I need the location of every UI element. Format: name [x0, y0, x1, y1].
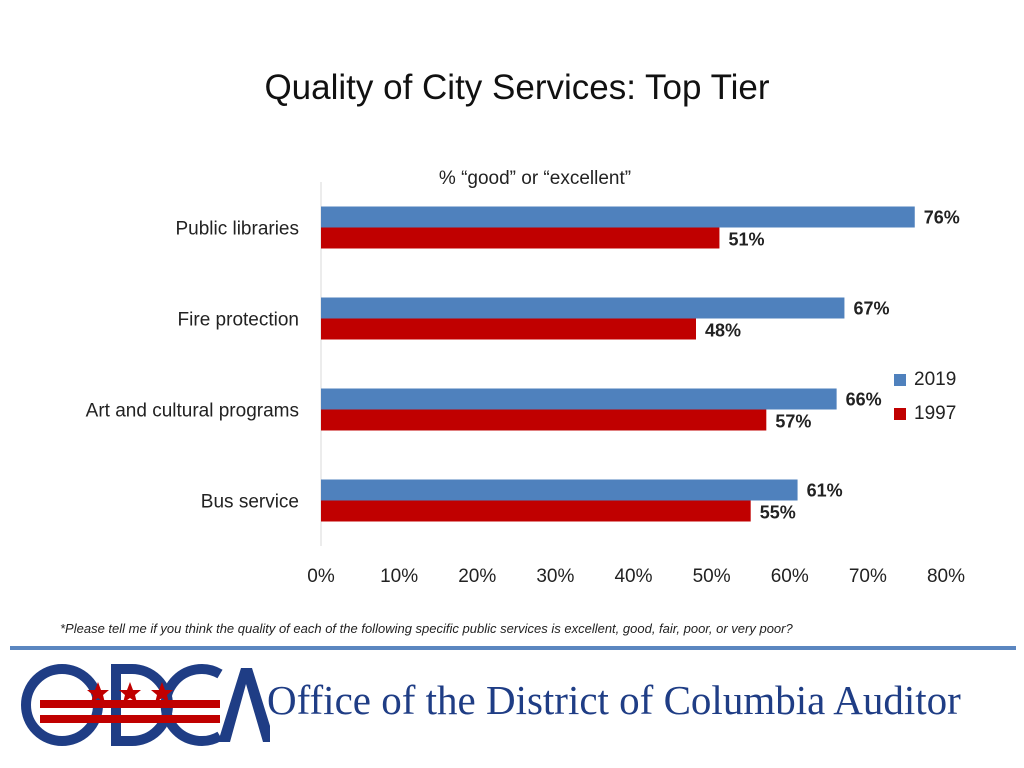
legend-item-2019: 2019: [894, 363, 956, 397]
x-tick-label: 80%: [927, 566, 965, 587]
x-tick-label: 70%: [849, 566, 887, 587]
odca-logo-mark: [21, 664, 275, 746]
bar-1997: [321, 500, 751, 522]
bar-1997: [321, 409, 767, 431]
org-name: Office of the District of Columbia Audit…: [267, 677, 961, 723]
bar-2019: [321, 479, 798, 501]
category-label: Fire protection: [178, 310, 299, 331]
x-tick-label: 50%: [693, 566, 731, 587]
legend-label-2019: 2019: [914, 369, 957, 390]
chart-subtitle: % “good” or “excellent”: [438, 168, 632, 189]
category-label: Bus service: [201, 492, 299, 513]
legend-item-1997: 1997: [894, 397, 956, 431]
category-label: Public libraries: [175, 219, 299, 240]
bar-1997: [321, 227, 720, 249]
legend-swatch-2019: [894, 374, 906, 386]
bar-2019: [321, 388, 837, 410]
data-label-1997: 48%: [705, 321, 741, 341]
data-label-1997: 57%: [775, 412, 811, 432]
x-tick-label: 30%: [536, 566, 574, 587]
odca-logo: [20, 660, 275, 750]
footer-rule: [10, 646, 1016, 650]
legend: 2019 1997: [894, 363, 956, 431]
slide-title: Quality of City Services: Top Tier: [264, 68, 770, 107]
x-tick-label: 20%: [458, 566, 496, 587]
x-tick-label: 40%: [614, 566, 652, 587]
legend-swatch-1997: [894, 408, 906, 420]
data-label-2019: 66%: [846, 390, 882, 410]
bar-1997: [321, 318, 696, 340]
bar-2019: [321, 297, 845, 319]
x-tick-label: 10%: [380, 566, 418, 587]
data-label-1997: 51%: [728, 230, 764, 250]
data-label-2019: 67%: [853, 299, 889, 319]
bar-chart: Public libraries 76% 51% Fire protection 67%…: [86, 182, 965, 587]
x-tick-label: 60%: [771, 566, 809, 587]
data-label-2019: 76%: [924, 208, 960, 228]
footnote: *Please tell me if you think the quality…: [60, 621, 793, 636]
bar-2019: [321, 206, 915, 228]
legend-label-1997: 1997: [914, 403, 957, 424]
x-tick-label: 0%: [307, 566, 335, 587]
category-label: Art and cultural programs: [86, 401, 299, 422]
data-label-1997: 55%: [760, 503, 796, 523]
data-label-2019: 61%: [807, 481, 843, 501]
